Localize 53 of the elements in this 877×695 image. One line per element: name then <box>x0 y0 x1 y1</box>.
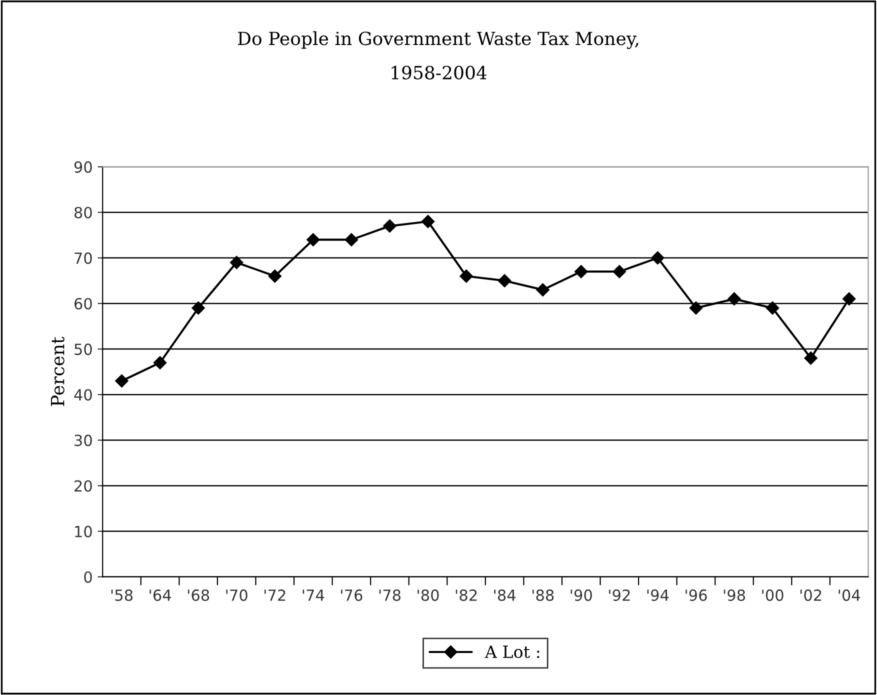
point <box>689 301 703 315</box>
y-tick-label: 70 <box>74 252 92 264</box>
y-tick-label: 60 <box>74 298 92 310</box>
point <box>153 356 167 370</box>
x-tick-label: '04 <box>838 589 860 601</box>
x-tick-label: '96 <box>686 589 707 601</box>
x-tick-label: '02 <box>800 589 822 601</box>
x-tick-label: '94 <box>647 589 669 601</box>
point <box>536 283 550 296</box>
point <box>612 265 626 278</box>
point <box>268 270 282 283</box>
y-tick-label: 30 <box>74 434 92 446</box>
point <box>728 292 741 306</box>
point <box>230 256 244 270</box>
x-tick-label: '74 <box>302 590 324 601</box>
x-tick-label: '88 <box>532 589 554 601</box>
x-tick-label: '68 <box>188 589 210 601</box>
point <box>383 219 396 233</box>
chart-title: Do People in Government Waste Tax Money, 1958-2004 <box>238 31 638 80</box>
y-tick-label: 40 <box>74 389 92 401</box>
x-tick-label: '78 <box>379 589 400 601</box>
x-tick-label: '98 <box>724 589 746 601</box>
point <box>766 301 780 315</box>
point <box>804 352 818 365</box>
point <box>651 251 664 265</box>
point <box>306 233 320 246</box>
x-tick-label: '80 <box>418 589 439 601</box>
y-tick-label: 20 <box>74 480 92 492</box>
point <box>192 301 205 315</box>
point <box>498 274 512 288</box>
x-tick-label: '58 <box>111 589 133 601</box>
y-tick-label: 0 <box>84 571 92 583</box>
x-tick-label: '84 <box>494 589 516 601</box>
x-tick-label: '82 <box>456 589 477 601</box>
point <box>421 214 435 228</box>
y-tick-label: 90 <box>74 161 92 173</box>
x-tick-label: '72 <box>264 589 286 601</box>
x-tick-label: '70 <box>226 589 248 601</box>
legend-label: A Lot : <box>484 646 540 658</box>
point <box>344 233 358 246</box>
x-tick-label: '92 <box>609 589 630 601</box>
point <box>460 270 473 283</box>
point <box>115 374 128 388</box>
y-tick-label: 80 <box>74 206 92 218</box>
x-tick-label: '64 <box>150 589 171 601</box>
y-tick-label: 10 <box>75 526 92 538</box>
point <box>842 292 856 306</box>
x-tick-label: '00 <box>762 589 784 601</box>
point <box>574 265 588 278</box>
y-axis-title: Percent <box>50 336 64 406</box>
y-tick-label: 50 <box>74 344 92 356</box>
x-tick-label: '76 <box>341 589 362 601</box>
x-tick-label: '90 <box>570 589 592 601</box>
